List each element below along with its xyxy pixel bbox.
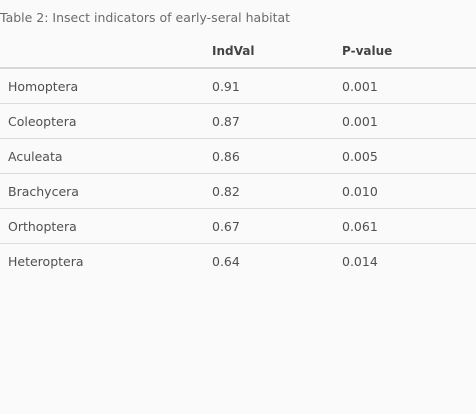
cell-indval: 0.87 <box>212 113 240 129</box>
cell-pvalue: 0.001 <box>342 113 378 129</box>
table-row: Orthoptera 0.67 0.061 <box>0 209 476 244</box>
cell-pvalue: 0.061 <box>342 218 378 234</box>
header-pvalue: P-value <box>342 43 393 58</box>
table-row: Brachycera 0.82 0.010 <box>0 174 476 209</box>
cell-indval: 0.91 <box>212 78 240 94</box>
cell-taxon: Brachycera <box>8 183 79 199</box>
cell-taxon: Aculeata <box>8 148 63 164</box>
cell-taxon: Orthoptera <box>8 218 77 234</box>
indicator-table: IndVal P-value Homoptera 0.91 0.001 Cole… <box>0 34 476 279</box>
table-row: Aculeata 0.86 0.005 <box>0 139 476 174</box>
cell-indval: 0.64 <box>212 254 240 269</box>
cell-taxon: Heteroptera <box>8 254 84 269</box>
cell-pvalue: 0.010 <box>342 183 378 199</box>
table-row: Coleoptera 0.87 0.001 <box>0 104 476 139</box>
table-header-row: IndVal P-value <box>0 34 476 69</box>
header-indval: IndVal <box>212 43 255 58</box>
cell-pvalue: 0.001 <box>342 78 378 94</box>
cell-indval: 0.67 <box>212 218 240 234</box>
cell-indval: 0.86 <box>212 148 240 164</box>
table-row: Heteroptera 0.64 0.014 <box>0 244 476 279</box>
table-caption: Table 2: Insect indicators of early-sera… <box>0 10 291 25</box>
cell-taxon: Coleoptera <box>8 113 77 129</box>
cell-indval: 0.82 <box>212 183 240 199</box>
table-row: Homoptera 0.91 0.001 <box>0 69 476 104</box>
cell-pvalue: 0.014 <box>342 254 378 269</box>
cell-taxon: Homoptera <box>8 78 79 94</box>
cell-pvalue: 0.005 <box>342 148 378 164</box>
